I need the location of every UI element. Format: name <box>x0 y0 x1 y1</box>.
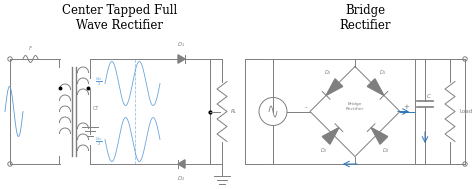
Text: $D_1$: $D_1$ <box>177 40 186 49</box>
Text: F: F <box>28 46 32 51</box>
Text: $\frac{V_{ac}}{2}$: $\frac{V_{ac}}{2}$ <box>95 135 102 148</box>
Polygon shape <box>326 79 343 95</box>
Text: $R_L$: $R_L$ <box>230 107 238 116</box>
Text: $D_2$: $D_2$ <box>177 174 186 183</box>
Text: $\frac{V_{ac}}{2}$: $\frac{V_{ac}}{2}$ <box>95 75 102 88</box>
Text: Bridge
Rectifier: Bridge Rectifier <box>339 4 391 32</box>
Polygon shape <box>178 55 185 63</box>
Text: Load: Load <box>459 109 472 114</box>
Text: $D_2$: $D_2$ <box>324 68 331 77</box>
Text: Bridge
Rectifier: Bridge Rectifier <box>346 102 364 111</box>
Text: -: - <box>304 105 307 111</box>
Text: $D_1$: $D_1$ <box>379 68 386 77</box>
Text: Center Tapped Full
Wave Rectifier: Center Tapped Full Wave Rectifier <box>63 4 178 32</box>
Text: $D_4$: $D_4$ <box>383 146 390 155</box>
Text: $D_3$: $D_3$ <box>320 146 328 155</box>
Polygon shape <box>178 160 185 168</box>
Text: +: + <box>403 105 409 111</box>
Text: C: C <box>427 94 431 99</box>
Polygon shape <box>371 128 388 144</box>
Polygon shape <box>322 128 339 144</box>
Polygon shape <box>367 79 384 95</box>
Text: CT: CT <box>93 106 100 111</box>
